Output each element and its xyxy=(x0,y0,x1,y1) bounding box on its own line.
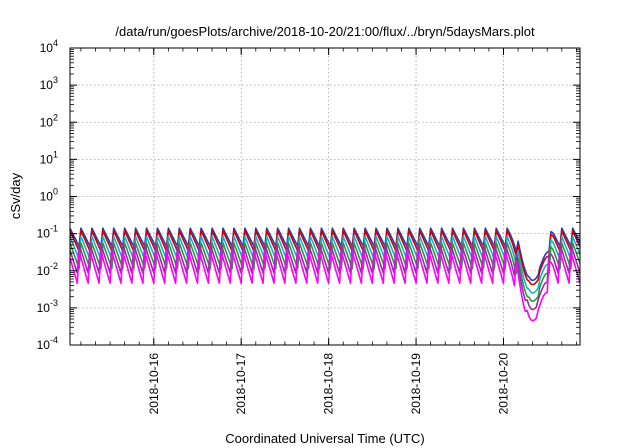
y-tick-label: 103 xyxy=(40,75,58,92)
y-tick-label: 100 xyxy=(40,187,58,204)
x-tick-label: 2018-10-18 xyxy=(322,353,336,415)
x-axis-ticks: 2018-10-16 2018-10-17 2018-10-18 2018-10-19… xyxy=(80,48,577,415)
x-tick-label: 2018-10-19 xyxy=(409,353,423,415)
y-tick-label: 104 xyxy=(40,38,58,55)
x-tick-label: 2018-10-20 xyxy=(497,353,511,415)
grid-lines xyxy=(70,48,580,345)
y-tick-exponent: -3 xyxy=(50,298,58,308)
y-tick-exponent: 1 xyxy=(53,149,58,159)
y-tick-exponent: 0 xyxy=(53,187,58,197)
y-axis-label: cSv/day xyxy=(8,172,23,219)
series-lines xyxy=(69,227,581,322)
y-tick-label: 10-4 xyxy=(37,335,58,352)
x-tick-label: 2018-10-16 xyxy=(147,353,161,415)
y-tick-label: 10-3 xyxy=(37,298,58,315)
x-axis-label: Coordinated Universal Time (UTC) xyxy=(225,431,424,446)
x-tick-label: 2018-10-17 xyxy=(234,353,248,415)
y-tick-exponent: -1 xyxy=(50,224,58,234)
chart-title: /data/run/goesPlots/archive/2018-10-20/2… xyxy=(115,24,535,39)
y-tick-exponent: 3 xyxy=(53,75,58,85)
y-tick-exponent: -2 xyxy=(50,261,58,271)
y-tick-label: 101 xyxy=(40,149,58,166)
series-line xyxy=(69,250,581,322)
y-tick-label: 102 xyxy=(40,112,58,129)
y-tick-exponent: 4 xyxy=(53,38,58,48)
y-tick-exponent: -4 xyxy=(50,335,58,345)
y-tick-label: 10-1 xyxy=(37,224,58,241)
y-tick-label: 10-2 xyxy=(37,261,58,278)
y-tick-exponent: 2 xyxy=(53,112,58,122)
